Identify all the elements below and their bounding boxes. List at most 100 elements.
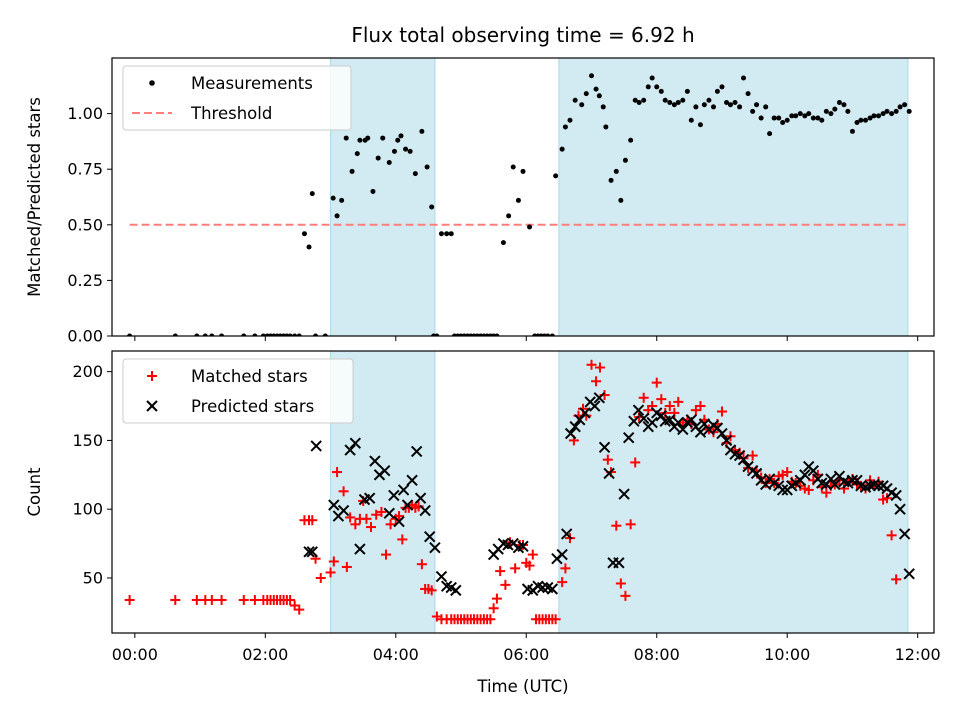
predicted-star-point-b	[716, 427, 728, 440]
predicted-star-point	[393, 515, 405, 528]
measurement-point	[309, 191, 315, 197]
predicted-star-point-b	[556, 548, 568, 561]
measurement-point	[867, 115, 873, 121]
y-axis-label-count: Count	[25, 467, 44, 517]
predicted-star-point-b	[328, 499, 340, 511]
predicted-star-point	[517, 540, 529, 553]
predicted-star-point	[328, 499, 340, 511]
matched-star-point	[426, 585, 437, 596]
predicted-star-point-b	[851, 474, 863, 487]
matched-star-point	[341, 561, 352, 572]
measurement-point	[567, 117, 573, 123]
measurement-point	[771, 115, 777, 121]
matched-star-point	[557, 577, 568, 588]
plot-frame-count	[111, 350, 935, 634]
legend-marker-matched	[147, 371, 157, 381]
legend-x-glyph-b	[146, 400, 158, 412]
measurement-point	[357, 137, 363, 143]
predicted-star-point-b	[833, 470, 846, 482]
matched-star-point	[782, 467, 793, 478]
legend-box	[122, 65, 352, 131]
shaded-interval	[558, 58, 908, 336]
predicted-star-point	[677, 423, 689, 436]
measurement-point	[806, 111, 812, 117]
matched-star-point	[664, 401, 675, 412]
measurement-point	[671, 102, 677, 108]
measurement-point	[375, 155, 381, 161]
predicted-star-point-b	[750, 467, 763, 480]
matched-star-point	[625, 519, 636, 530]
measurement-point	[797, 111, 803, 117]
matched-star-point	[747, 450, 758, 461]
predicted-star-point-b	[759, 478, 772, 491]
x-tick-label: 06:00	[503, 645, 549, 664]
measurement-point	[520, 168, 526, 174]
observing-shades	[330, 58, 909, 336]
predicted-star-point-b	[574, 414, 586, 426]
measurement-point	[370, 188, 376, 194]
matched-star-point	[527, 549, 538, 560]
predicted-star-point	[872, 480, 885, 492]
matched-star-point	[630, 457, 641, 468]
predicted-star-point-b	[622, 431, 635, 444]
measurement-point	[649, 75, 655, 81]
x-ticks-count: 00:00 02:00 04:00 06:00 08:00 10:00 12:00	[112, 633, 941, 664]
predicted-star-point-b	[354, 543, 366, 555]
predicted-star-point	[564, 427, 577, 440]
legend-label-matched: Matched stars	[191, 367, 308, 386]
predicted-star-point-b	[890, 489, 902, 502]
measurement-point	[849, 128, 855, 134]
y-tick-label: 150	[72, 431, 103, 450]
predicted-star-point-b	[768, 477, 780, 489]
predicted-star-point	[363, 492, 376, 504]
matched-star-point	[602, 454, 613, 465]
measurement-point	[589, 73, 594, 79]
matched-star-point	[345, 512, 356, 523]
predicted-star-point	[655, 409, 668, 422]
predicted-star-point-b	[825, 473, 837, 485]
matched-star-point	[638, 392, 649, 403]
measurement-point	[506, 213, 512, 219]
measurement-point	[545, 333, 551, 336]
matched-star-point	[620, 590, 631, 601]
predicted-star-point	[561, 528, 573, 540]
measurement-point	[500, 240, 506, 246]
measurement-point	[380, 135, 386, 141]
predicted-star-point	[536, 581, 549, 594]
predicted-star-point-b	[729, 448, 741, 460]
predicted-star-point	[799, 469, 811, 481]
measurement-point	[675, 99, 681, 105]
measurement-point	[419, 128, 425, 134]
measurement-point	[727, 102, 733, 108]
predicted-star-point	[750, 467, 763, 480]
predicted-star-point	[574, 414, 586, 426]
measurement-point	[583, 91, 589, 97]
measurement-point	[667, 99, 673, 105]
predicted-star-point-b	[349, 437, 362, 449]
measurement-point	[741, 75, 747, 81]
predicted-star-point	[898, 528, 911, 540]
predicted-star-point-b	[344, 444, 356, 456]
panel-count: 50 100 150 200 00:00 02:00 04:00 06:00 08:00 10:…	[25, 350, 941, 664]
predicted-star-point-b	[868, 478, 880, 491]
measurement-point	[603, 124, 609, 130]
measurement-point	[572, 97, 578, 103]
measurement-point	[330, 195, 336, 201]
predicted-star-point	[603, 467, 615, 480]
predicted-star-point	[354, 543, 366, 555]
predicted-star-point-b	[807, 464, 820, 477]
predicted-star-point	[310, 440, 322, 452]
measurement-point	[600, 104, 606, 110]
legend-count: Matched stars Predicted stars	[122, 358, 354, 424]
x-ticks-ratio	[134, 336, 919, 341]
measurement-point	[884, 108, 890, 114]
observing-shades	[330, 351, 909, 633]
measurement-point	[349, 168, 355, 174]
measurement-point	[780, 119, 786, 125]
predicted-star-point	[672, 416, 684, 429]
matched-star-point	[294, 604, 305, 615]
matched-star-point	[249, 594, 260, 605]
legend-label-threshold: Threshold	[190, 104, 272, 123]
predicted-star-point-b	[603, 467, 615, 480]
y-tick-label: 0.75	[67, 160, 103, 179]
